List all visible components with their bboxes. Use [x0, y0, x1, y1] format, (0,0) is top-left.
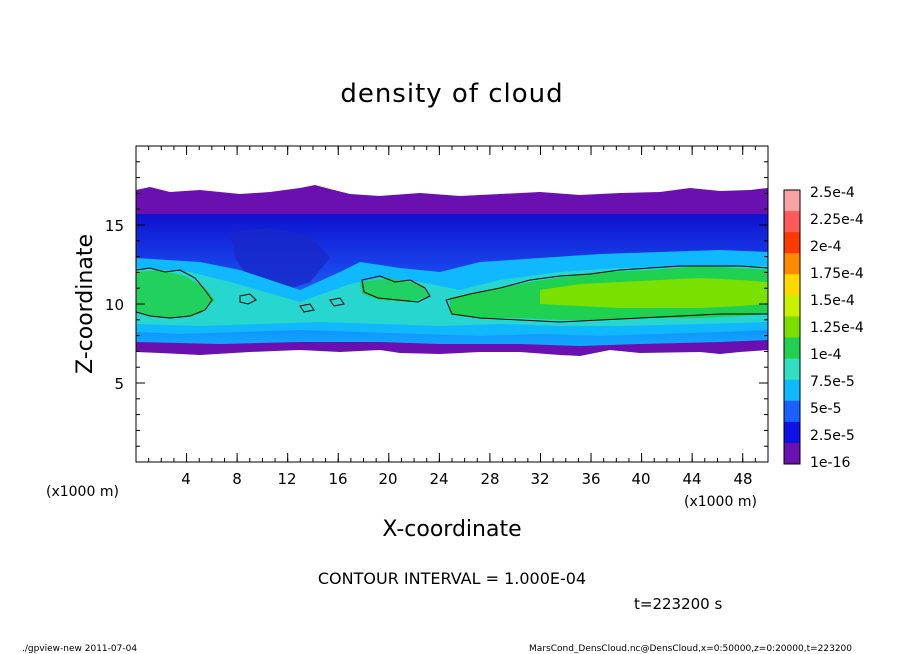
x-tick-label: 8	[232, 470, 242, 488]
colorbar-label: 2e-4	[810, 239, 842, 255]
colorbar-label: 2.25e-4	[810, 212, 864, 228]
colorbar-label: 7.5e-5	[810, 374, 855, 390]
y-tick-label: 5	[114, 375, 124, 393]
colorbar-swatch	[784, 232, 800, 254]
contour-blob-3	[329, 297, 345, 307]
contour-right	[445, 265, 769, 323]
x-tick-label: 44	[682, 470, 701, 488]
contour-mid	[361, 275, 431, 303]
colorbar-swatch	[784, 253, 800, 275]
x-tick-labels: 4 8 12 16 20 24 28 32 36 40 44 48	[181, 470, 752, 488]
colorbar-swatch	[784, 400, 800, 423]
colorbar-swatch	[784, 358, 800, 381]
x-tick-label: 12	[277, 470, 296, 488]
colorbar-label: 2.5e-4	[810, 185, 855, 201]
contour-left	[135, 267, 213, 319]
contour-lines	[135, 265, 769, 323]
colorbar-label: 1.75e-4	[810, 266, 864, 282]
x-tick-label: 16	[328, 470, 347, 488]
colorbar-swatch	[784, 442, 800, 465]
colorbar-labels: 2.5e-4 2.25e-4 2e-4 1.75e-4 1.5e-4 1.25e…	[810, 185, 864, 471]
y-axis-label: Z-coordinate	[73, 234, 98, 374]
x-tick-label: 28	[480, 470, 499, 488]
x-tick-label: 48	[733, 470, 752, 488]
x-tick-label: 24	[429, 470, 448, 488]
colorbar-swatch	[784, 190, 800, 212]
x-major-ticks	[186, 146, 744, 462]
x-tick-label: 36	[581, 470, 600, 488]
colorbar-swatch	[784, 421, 800, 444]
x-tick-label: 4	[181, 470, 191, 488]
dense-band-left	[136, 270, 215, 318]
time-label: t=223200 s	[634, 595, 722, 613]
x-tick-label: 32	[530, 470, 549, 488]
colorbar: 2.5e-4 2.25e-4 2e-4 1.75e-4 1.5e-4 1.25e…	[783, 185, 864, 471]
footer-right: MarsCond_DensCloud.nc@DensCloud,x=0:5000…	[529, 644, 852, 654]
colorbar-label: 2.5e-5	[810, 428, 855, 444]
colorbar-frame	[783, 189, 801, 465]
plot-area	[135, 145, 769, 463]
dense-patch-mid	[360, 278, 430, 302]
dense-core	[540, 278, 768, 308]
y-minor-ticks	[136, 145, 768, 463]
colorbar-label: 5e-5	[810, 401, 841, 417]
colorbar-label: 1e-16	[810, 455, 850, 471]
colorbar-swatch	[784, 295, 800, 317]
contour-blob-1	[239, 293, 257, 305]
x-axis-label: X-coordinate	[382, 517, 521, 542]
y-tick-label: 10	[105, 296, 124, 314]
chart-title: density of cloud	[340, 79, 563, 109]
colorbar-label: 1.5e-4	[810, 293, 855, 309]
contour-interval: CONTOUR INTERVAL = 1.000E-04	[318, 569, 586, 588]
colorbar-label: 1e-4	[810, 347, 842, 363]
colorbar-swatch	[784, 211, 800, 233]
colorbar-swatch	[784, 379, 800, 402]
x-tick-label: 20	[378, 470, 397, 488]
y-tick-label: 15	[105, 217, 124, 235]
colorbar-label: 1.25e-4	[810, 320, 864, 336]
y-major-ticks	[136, 224, 768, 384]
x-tick-label: 40	[631, 470, 650, 488]
colorbar-swatch	[784, 337, 800, 360]
colorbar-swatch	[784, 316, 800, 339]
contour-blob-2	[299, 303, 315, 313]
colorbar-swatch	[784, 274, 800, 296]
colorbar-swatches	[784, 190, 800, 465]
y-tick-labels: 5 10 15	[105, 217, 124, 393]
x-unit-left: (x1000 m)	[46, 484, 119, 500]
x-unit-right: (x1000 m)	[684, 494, 757, 510]
footer-left: ./gpview-new 2011-07-04	[22, 644, 137, 654]
